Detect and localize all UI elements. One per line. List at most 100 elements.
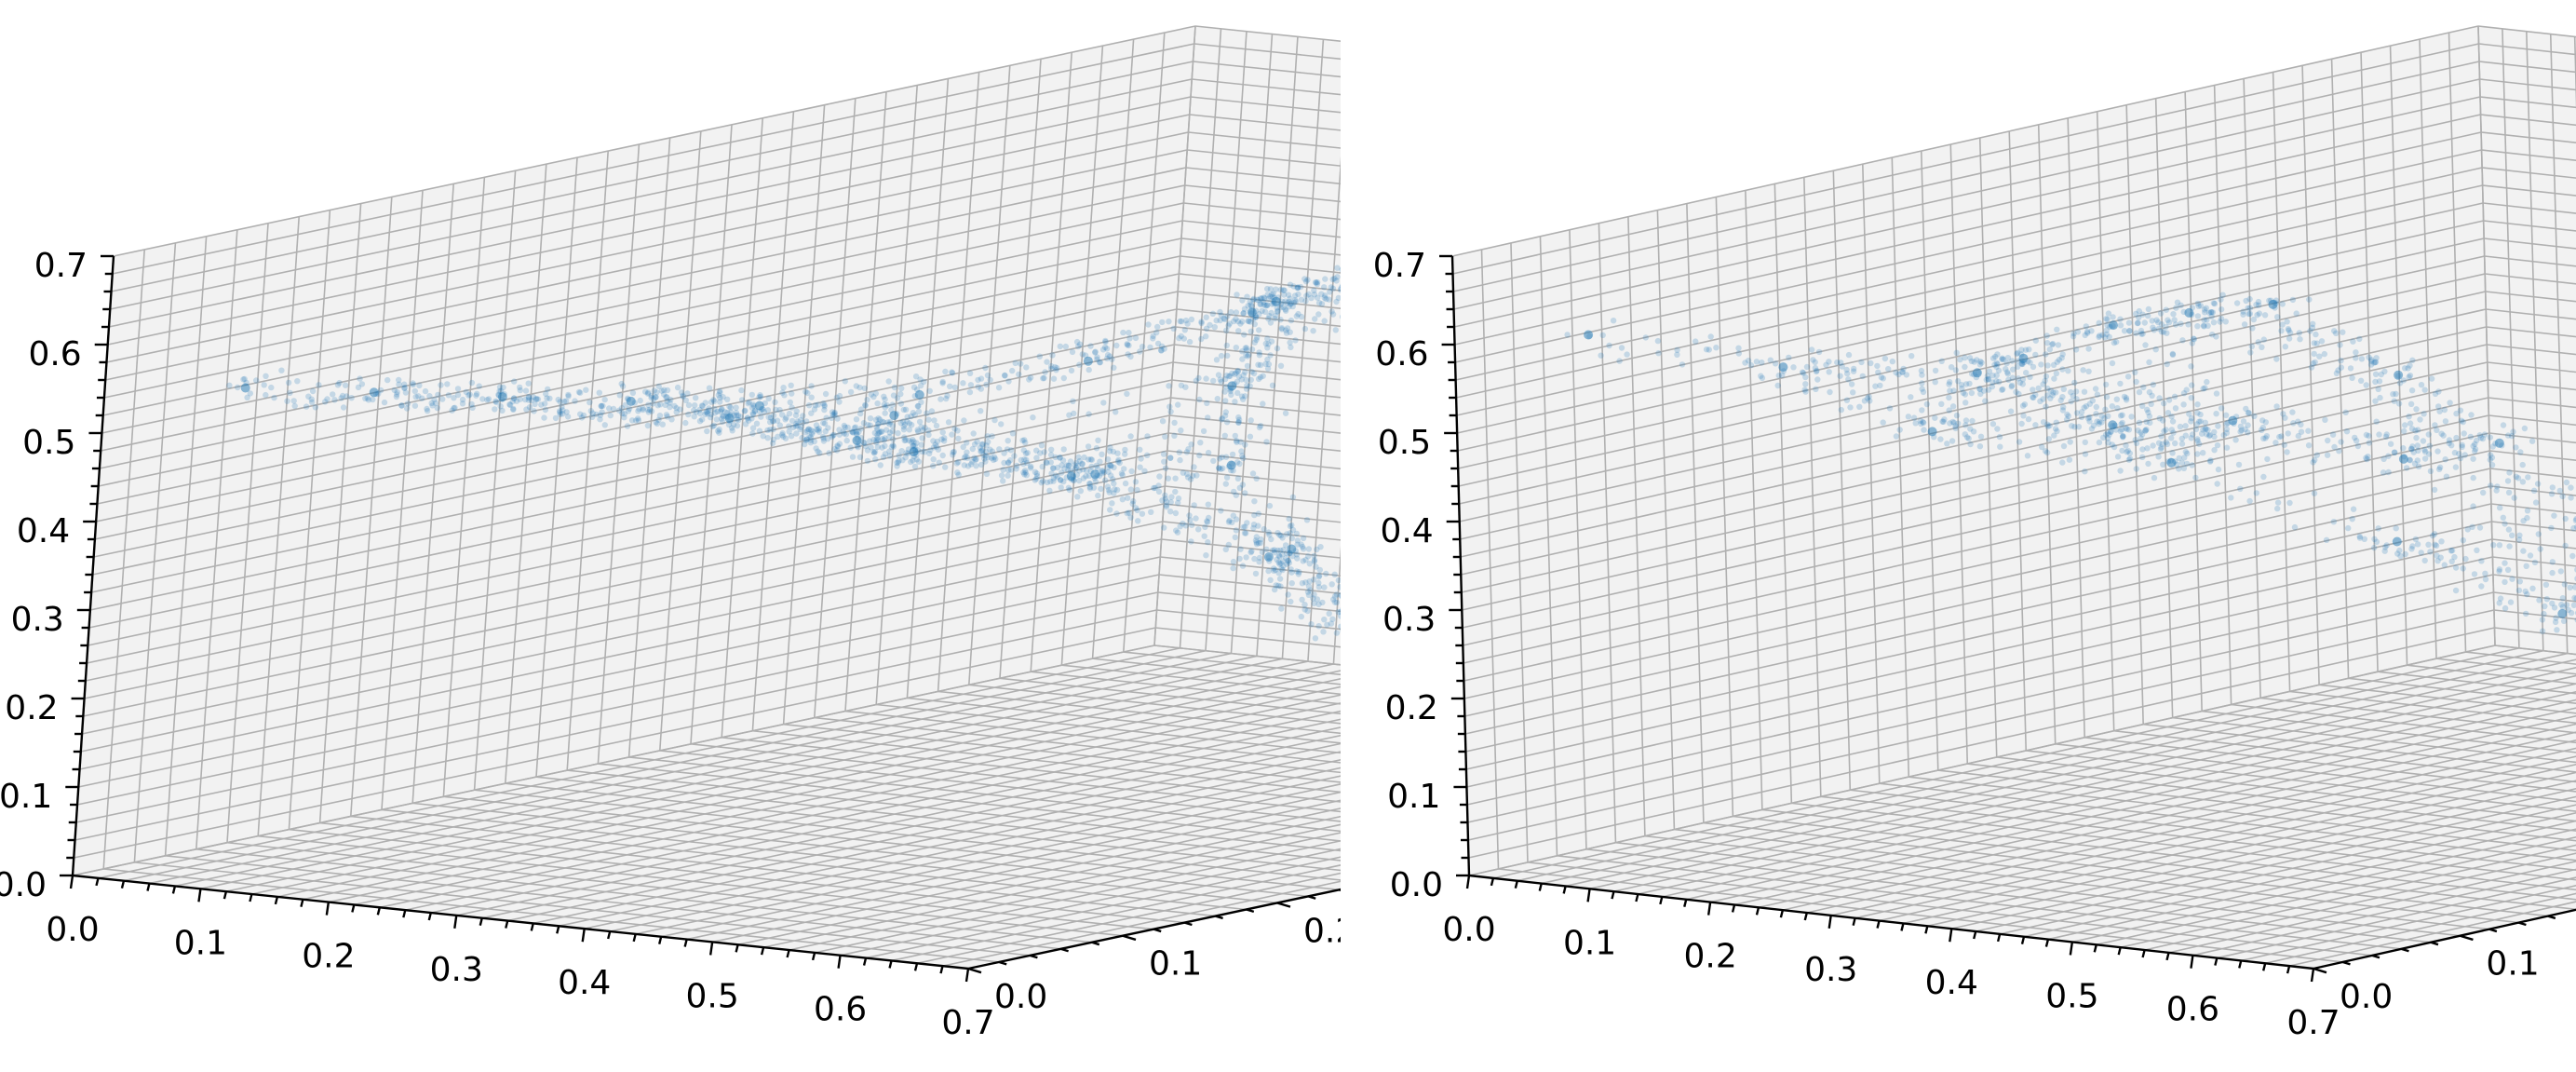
left-gridline xyxy=(84,468,1167,699)
left-point xyxy=(809,430,816,438)
right-point xyxy=(1905,414,1912,420)
left-gridline xyxy=(505,782,1341,872)
left-point xyxy=(1022,469,1029,476)
left-point xyxy=(1021,437,1028,443)
left-point xyxy=(972,456,978,464)
left-gridline xyxy=(95,291,1179,522)
right-point xyxy=(1972,368,1982,378)
right-point xyxy=(2375,525,2381,532)
right-point xyxy=(2345,524,2352,532)
right-point xyxy=(1808,346,1815,353)
right-point xyxy=(1982,398,1989,404)
left-point xyxy=(876,429,883,436)
left-point xyxy=(1162,465,1169,471)
left-gridline xyxy=(289,828,1185,924)
right-point xyxy=(2432,541,2438,548)
left-point xyxy=(950,452,956,458)
left-point xyxy=(843,437,850,444)
right-point xyxy=(2103,394,2111,400)
right-point xyxy=(2459,443,2465,450)
left-x-tick-label: 0.7 xyxy=(941,1004,994,1042)
left-point xyxy=(991,454,998,460)
left-point xyxy=(1277,317,1284,323)
left-point xyxy=(560,411,566,417)
right-point xyxy=(2015,349,2021,356)
right-point xyxy=(2406,373,2412,380)
left-point xyxy=(926,450,933,457)
right-point xyxy=(2520,518,2527,524)
left-point xyxy=(511,378,518,385)
left-point xyxy=(906,420,912,427)
left-point xyxy=(1328,308,1335,315)
left-point xyxy=(978,447,985,455)
left-x-tick xyxy=(964,968,970,983)
left-point xyxy=(1269,382,1276,388)
right-point xyxy=(2402,550,2408,558)
right-point xyxy=(1966,380,1973,387)
left-point xyxy=(1253,336,1260,344)
right-point xyxy=(2100,434,2107,441)
left-point xyxy=(1289,494,1297,500)
right-z-tick-label: 0.2 xyxy=(1385,689,1438,727)
right-point xyxy=(2092,386,2099,392)
left-point xyxy=(422,387,429,395)
left-point xyxy=(1331,275,1338,282)
right-point xyxy=(2476,524,2484,531)
right-point xyxy=(2511,495,2517,501)
right-point xyxy=(2040,381,2046,387)
left-point xyxy=(897,420,904,427)
left-point xyxy=(1233,345,1240,351)
right-point xyxy=(2260,473,2267,481)
left-x-tick xyxy=(95,877,100,887)
left-point xyxy=(698,402,706,409)
left-point xyxy=(711,398,718,404)
left-point xyxy=(1315,623,1322,630)
right-point xyxy=(2394,550,2401,557)
left-point xyxy=(1118,470,1126,477)
right-point xyxy=(2171,393,2178,400)
right-point xyxy=(2260,435,2267,441)
right-point xyxy=(2009,358,2016,364)
left-point xyxy=(1315,294,1321,301)
left-point xyxy=(1058,484,1064,491)
left-gridline xyxy=(752,729,1341,794)
left-point xyxy=(1232,371,1238,377)
right-point xyxy=(1966,355,1974,361)
left-point xyxy=(876,416,883,423)
left-point xyxy=(544,395,550,401)
left-gridline xyxy=(782,104,826,725)
left-point xyxy=(606,405,613,412)
left-point xyxy=(1292,337,1299,344)
left-point xyxy=(285,379,292,387)
left-point xyxy=(1280,304,1287,310)
left-point xyxy=(1281,287,1288,293)
right-z-tick-label: 0.6 xyxy=(1375,335,1428,373)
left-gridline xyxy=(102,249,145,869)
right-point xyxy=(2032,391,2039,399)
left-point xyxy=(856,454,864,460)
right-point xyxy=(2214,481,2220,487)
left-point xyxy=(1213,357,1221,363)
right-point xyxy=(1759,374,1766,382)
right-point xyxy=(1707,333,1714,340)
left-point xyxy=(1312,635,1319,642)
left-x-tick-label: 0.5 xyxy=(686,977,739,1015)
right-point xyxy=(2411,460,2419,467)
left-point xyxy=(1285,591,1291,598)
left-point xyxy=(583,387,589,393)
left-point xyxy=(1057,343,1064,350)
right-point xyxy=(2113,338,2120,346)
left-point xyxy=(820,419,827,427)
right-point xyxy=(2205,427,2211,433)
left-gridline xyxy=(381,808,1278,904)
left-point xyxy=(1072,462,1078,468)
left-point xyxy=(1231,318,1237,325)
left-point xyxy=(593,411,600,418)
right-x-tick xyxy=(1803,912,1808,921)
right-gridline xyxy=(1820,795,2576,881)
left-gridline xyxy=(814,716,1341,774)
left-point xyxy=(1077,488,1085,495)
left-point xyxy=(1193,515,1199,522)
right-point xyxy=(1827,388,1833,396)
left-point xyxy=(939,380,946,387)
